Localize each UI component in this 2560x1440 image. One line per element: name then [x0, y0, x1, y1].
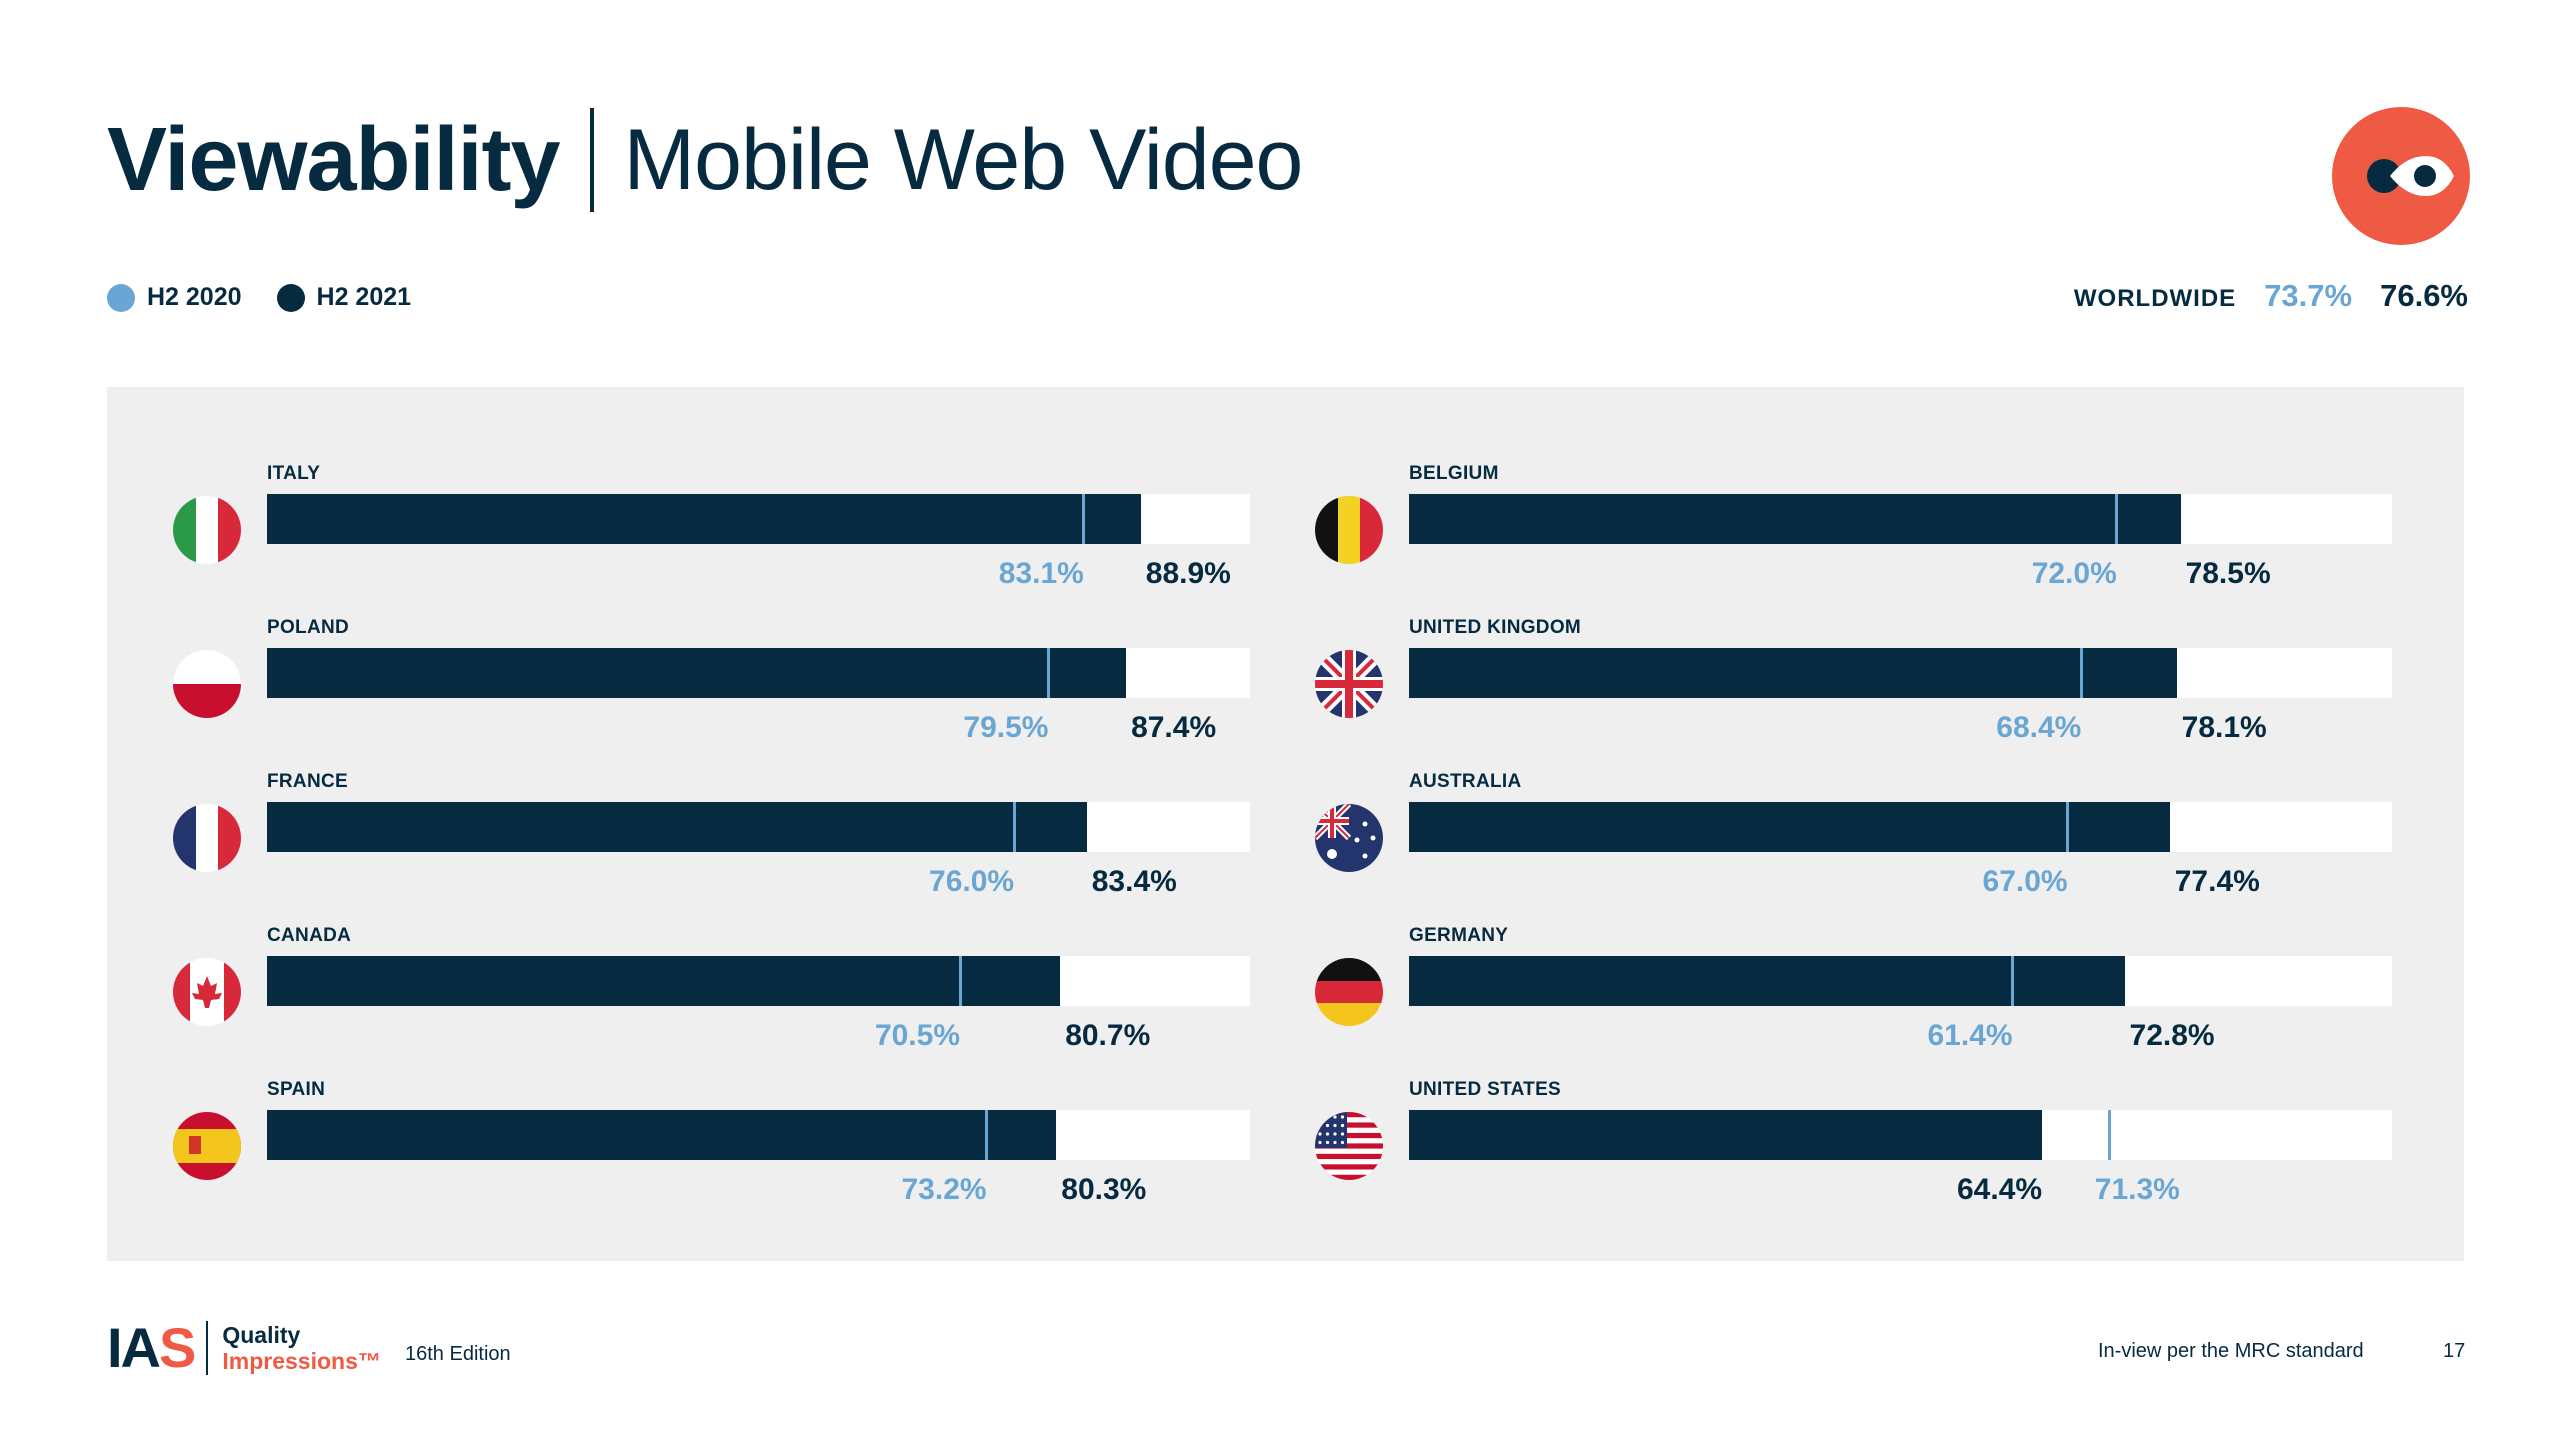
logo-divider: [206, 1320, 209, 1375]
bar-h2-2021-poland: [267, 648, 1127, 698]
value-label-h2-2020-germany: 61.4%: [1927, 1019, 2013, 1052]
spain-flag-icon: [173, 1112, 241, 1180]
country-label-united-states: UNITED STATES: [1409, 1079, 1562, 1100]
bar-h2-2021-australia: [1409, 802, 2170, 852]
bar-track-france: [267, 802, 1250, 852]
bar-track-germany: [1409, 956, 2392, 1006]
marker-h2-2020-france: [1012, 802, 1016, 852]
value-label-h2-2021-united-kingdom: 78.1%: [2181, 711, 2267, 744]
impressions-text: Impressions™: [222, 1347, 381, 1374]
worldwide-summary: WORLDWIDE 73.7% 76.6%: [2074, 278, 2468, 314]
value-label-h2-2021-united-states: 64.4%: [1956, 1173, 2043, 1206]
page-number: 17: [2443, 1340, 2466, 1362]
marker-h2-2020-poland: [1046, 648, 1050, 698]
marker-h2-2020-united-states: [2108, 1110, 2112, 1160]
legend-item-h2-2021: H2 2021: [276, 283, 412, 312]
bar-track-australia: [1409, 802, 2392, 852]
germany-flag-icon: [1315, 958, 1383, 1026]
title-divider: [589, 108, 594, 212]
value-label-h2-2020-united-kingdom: 68.4%: [1996, 711, 2082, 744]
canada-flag-icon: [173, 958, 241, 1026]
country-label-france: FRANCE: [267, 771, 348, 792]
value-label-h2-2020-belgium: 72.0%: [2031, 557, 2117, 590]
marker-h2-2020-united-kingdom: [2079, 648, 2083, 698]
title-light: Mobile Web Video: [623, 111, 1304, 208]
bar-h2-2021-united-states: [1409, 1110, 2043, 1160]
bar-track-united-kingdom: [1409, 648, 2392, 698]
marker-h2-2020-italy: [1082, 494, 1086, 544]
legend: H2 2020 H2 2021: [107, 283, 446, 312]
bar-track-italy: [267, 494, 1250, 544]
bar-h2-2021-spain: [267, 1110, 1057, 1160]
worldwide-label: WORLDWIDE: [2073, 285, 2237, 312]
quality-text: Quality: [222, 1321, 301, 1348]
bar-h2-2021-united-kingdom: [1409, 648, 2177, 698]
marker-h2-2020-spain: [985, 1110, 989, 1160]
legend-dot-dark: [276, 283, 305, 312]
legend-label: H2 2020: [147, 283, 242, 311]
edition-label: 16th Edition: [405, 1343, 511, 1365]
worldwide-h2-2021-value: 76.6%: [2380, 278, 2468, 313]
value-label-h2-2020-france: 76.0%: [929, 865, 1015, 898]
country-label-italy: ITALY: [267, 463, 321, 484]
country-label-canada: CANADA: [267, 925, 352, 946]
value-label-h2-2020-poland: 79.5%: [963, 711, 1049, 744]
france-flag-icon: [173, 804, 241, 872]
marker-h2-2020-australia: [2066, 802, 2070, 852]
country-label-australia: AUSTRALIA: [1409, 771, 1522, 792]
footnote: In-view per the MRC standard: [2098, 1340, 2364, 1362]
bar-h2-2021-belgium: [1409, 494, 2181, 544]
quality-impressions-logo: Quality Impressions™: [222, 1322, 381, 1374]
value-label-h2-2021-poland: 87.4%: [1131, 711, 1217, 744]
bar-track-poland: [267, 648, 1250, 698]
marker-h2-2020-canada: [958, 956, 962, 1006]
country-label-germany: GERMANY: [1409, 925, 1509, 946]
value-label-h2-2020-united-states: 71.3%: [2094, 1173, 2180, 1206]
bar-h2-2021-france: [267, 802, 1087, 852]
value-label-h2-2021-italy: 88.9%: [1145, 557, 1231, 590]
value-label-h2-2021-belgium: 78.5%: [2185, 557, 2271, 590]
bar-h2-2021-italy: [267, 494, 1141, 544]
bar-track-canada: [267, 956, 1250, 1006]
bar-h2-2021-canada: [267, 956, 1061, 1006]
uk-flag-icon: [1315, 650, 1383, 718]
page-title: Viewability Mobile Web Video: [107, 95, 1304, 225]
ias-logo-text: IAS: [107, 1316, 196, 1379]
belgium-flag-icon: [1315, 496, 1383, 564]
value-label-h2-2021-canada: 80.7%: [1065, 1019, 1151, 1052]
poland-flag-icon: [173, 650, 241, 718]
value-label-h2-2020-australia: 67.0%: [1982, 865, 2068, 898]
legend-item-h2-2020: H2 2020: [107, 283, 242, 312]
ias-logo: IAS Quality Impressions™: [107, 1315, 381, 1380]
value-label-h2-2020-spain: 73.2%: [901, 1173, 987, 1206]
legend-label: H2 2021: [316, 283, 412, 311]
italy-flag-icon: [173, 496, 241, 564]
marker-h2-2020-germany: [2011, 956, 2015, 1006]
us-flag-icon: [1315, 1112, 1383, 1180]
value-label-h2-2020-italy: 83.1%: [998, 557, 1084, 590]
value-label-h2-2021-germany: 72.8%: [2129, 1019, 2215, 1052]
bar-track-spain: [267, 1110, 1250, 1160]
country-label-united-kingdom: UNITED KINGDOM: [1409, 617, 1582, 638]
chart-panel: ITALY 83.1% 88.9% POLAND 79.5% 87.4% FRANCE 76.…: [107, 387, 2464, 1261]
bar-h2-2021-germany: [1409, 956, 2125, 1006]
marker-h2-2020-belgium: [2115, 494, 2119, 544]
title-bold: Viewability: [107, 109, 561, 210]
value-label-h2-2020-canada: 70.5%: [874, 1019, 961, 1052]
bar-track-united-states: [1409, 1110, 2392, 1160]
legend-dot-light: [107, 283, 135, 312]
value-label-h2-2021-australia: 77.4%: [2174, 865, 2260, 898]
country-label-spain: SPAIN: [267, 1079, 326, 1100]
value-label-h2-2021-france: 83.4%: [1091, 865, 1177, 898]
eye-icon: [2332, 107, 2470, 245]
country-label-poland: POLAND: [267, 617, 350, 638]
bar-track-belgium: [1409, 494, 2392, 544]
value-label-h2-2021-spain: 80.3%: [1061, 1173, 1147, 1206]
worldwide-h2-2020-value: 73.7%: [2264, 278, 2353, 313]
country-label-belgium: BELGIUM: [1409, 463, 1499, 484]
australia-flag-icon: [1315, 804, 1383, 872]
